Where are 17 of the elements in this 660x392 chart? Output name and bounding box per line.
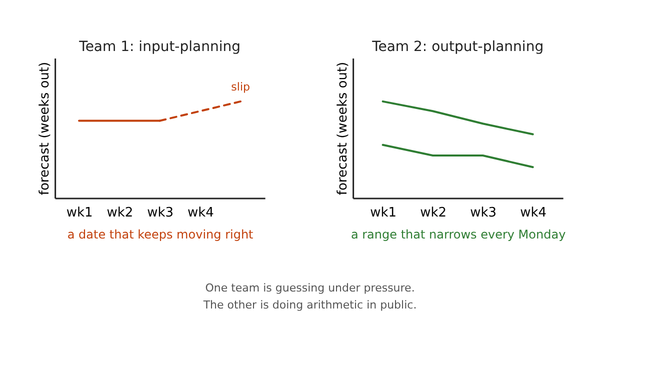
series-label: slip bbox=[231, 80, 250, 94]
y-axis-title: forecast (weeks out) bbox=[37, 62, 52, 196]
x-tick-label: wk4 bbox=[187, 206, 214, 220]
x-tick-label: wk3 bbox=[147, 206, 174, 220]
text: The other is doing arithmetic in public. bbox=[202, 298, 417, 312]
x-tick-label: wk2 bbox=[106, 206, 134, 220]
y-axis-title: forecast (weeks out) bbox=[335, 62, 350, 196]
x-axis-title: a date that keeps moving right bbox=[67, 228, 254, 242]
chart-title: Team 1: input-planning bbox=[78, 39, 240, 55]
x-tick-label: wk2 bbox=[420, 206, 447, 220]
chart-title: Team 2: output-planning bbox=[371, 39, 544, 55]
x-tick-label: wk1 bbox=[66, 206, 93, 220]
text: One team is guessing under pressure. bbox=[205, 282, 415, 294]
x-tick-label: wk3 bbox=[470, 206, 497, 220]
x-axis-title: a range that narrows every Monday bbox=[350, 228, 566, 242]
x-tick-label: wk1 bbox=[370, 206, 397, 220]
x-tick-label: wk4 bbox=[520, 206, 547, 220]
